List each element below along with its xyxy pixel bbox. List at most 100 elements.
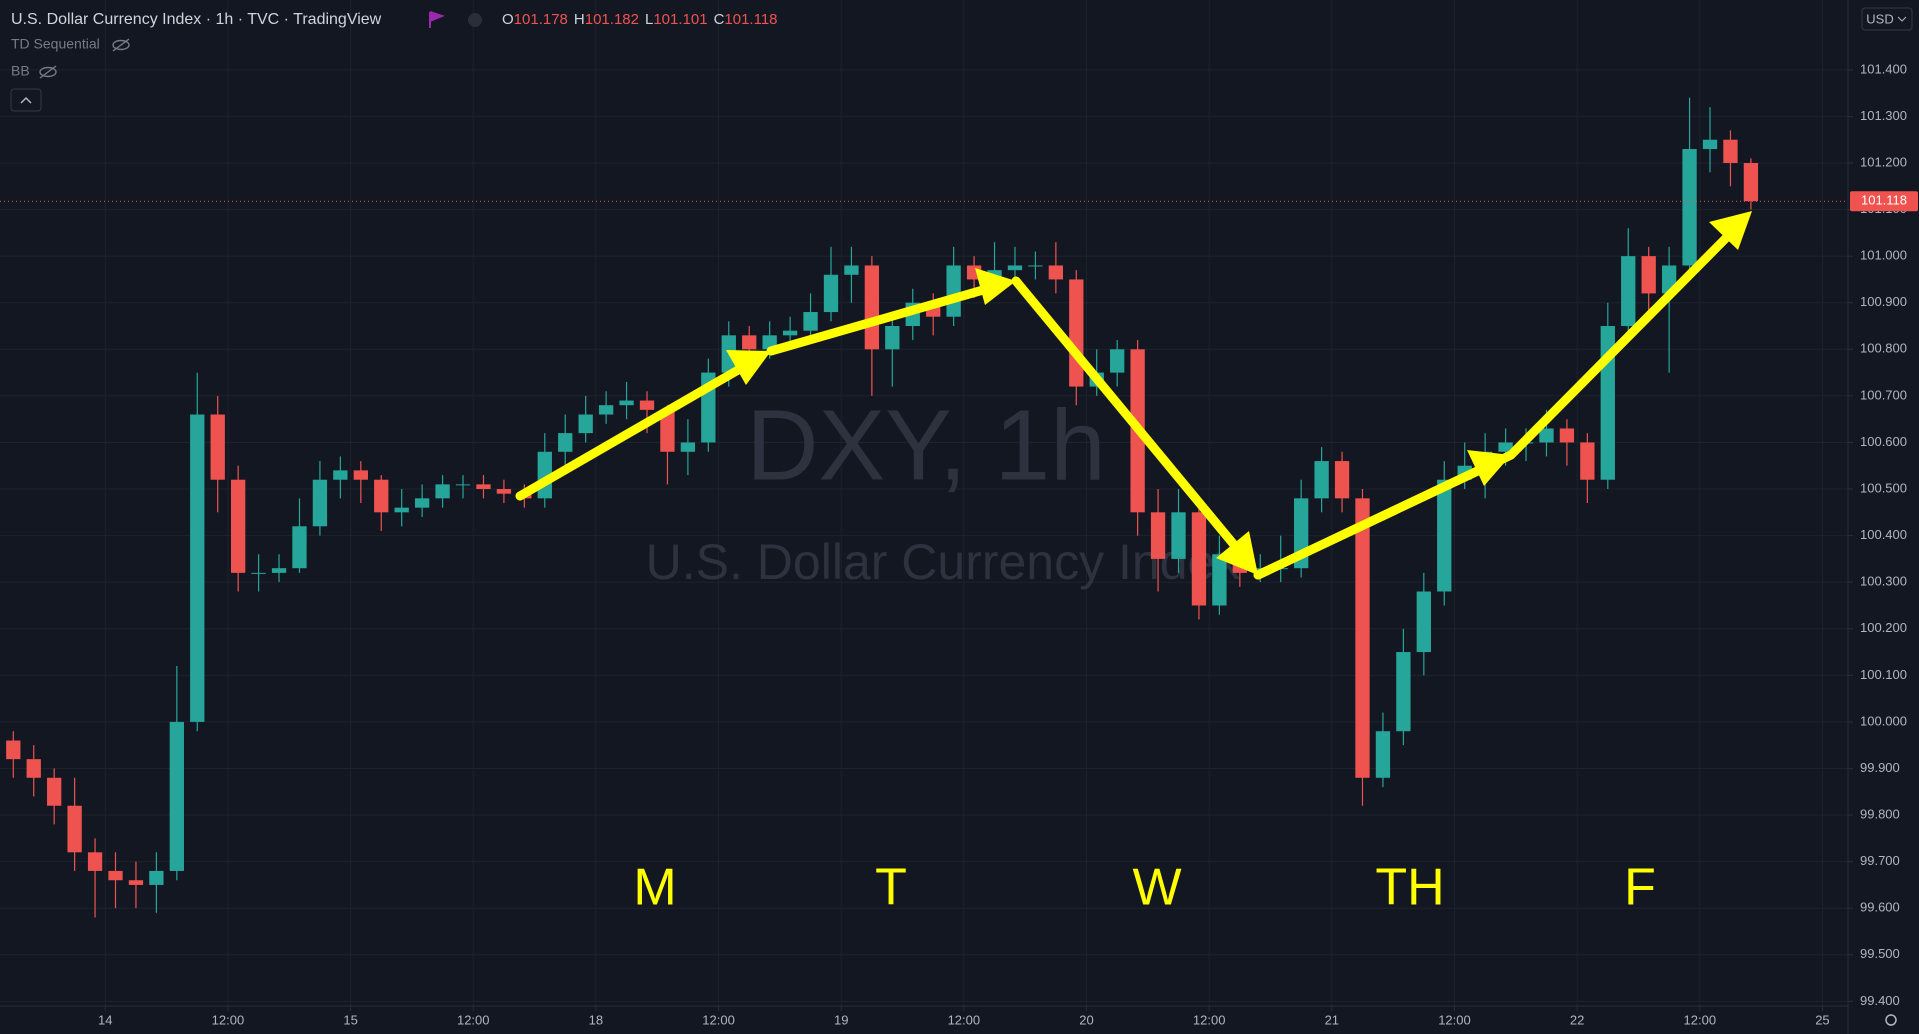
- ohlc-legend: O101.178 H101.182 L101.101 C101.118: [502, 11, 778, 28]
- axes: 99.400 99.500 99.600 99.700 99.800 99.900 100.…: [98, 61, 1918, 1027]
- collapse-button[interactable]: [10, 88, 42, 112]
- candle-body: [1110, 349, 1125, 373]
- candle-body: [1191, 512, 1207, 606]
- x-tick-label: 25: [1815, 1012, 1829, 1027]
- candle-body: [108, 870, 123, 881]
- y-tick-label: 99.600: [1860, 900, 1900, 915]
- candle-body: [6, 740, 21, 760]
- y-tick-label: 99.900: [1860, 760, 1900, 775]
- candle-body: [1682, 149, 1697, 266]
- candle-body: [231, 479, 246, 573]
- y-tick-label: 99.800: [1860, 806, 1900, 821]
- y-tick-label: 100.600: [1860, 434, 1907, 449]
- candle-body: [271, 568, 287, 573]
- y-tick-label: 100.100: [1860, 667, 1907, 682]
- candle-body: [742, 335, 757, 350]
- candle-body: [149, 870, 164, 885]
- candle-body: [292, 526, 307, 569]
- candle-body: [1539, 428, 1554, 443]
- day-label: F: [1624, 859, 1656, 917]
- day-label: TH: [1375, 859, 1444, 917]
- candle-body: [864, 265, 880, 350]
- y-tick-label: 100.300: [1860, 574, 1907, 589]
- last-price-badge: [1850, 191, 1918, 212]
- y-tick-label: 100.400: [1860, 527, 1907, 542]
- candle-body: [1334, 461, 1350, 499]
- x-tick-label: 12:00: [1684, 1012, 1717, 1027]
- candle-body: [435, 484, 450, 499]
- y-tick-label: 101.200: [1860, 154, 1907, 169]
- candle-body: [67, 805, 82, 853]
- y-tick-label: 100.200: [1860, 620, 1907, 635]
- candle-body: [128, 880, 144, 885]
- x-tick-label: 12:00: [702, 1012, 735, 1027]
- x-tick-label: 12:00: [457, 1012, 490, 1027]
- y-tick-label: 101.300: [1860, 108, 1907, 123]
- trend-arrows: [515, 211, 1752, 580]
- legend-value: 101.101: [653, 11, 707, 28]
- candle-body: [496, 489, 512, 494]
- candle-body: [1355, 498, 1370, 778]
- candle-body: [1498, 442, 1513, 452]
- currency-button[interactable]: [1861, 7, 1913, 31]
- candle-body: [47, 777, 62, 806]
- y-tick-label: 100.000: [1860, 713, 1907, 728]
- y-tick-label: 99.500: [1860, 946, 1900, 961]
- candle-body: [578, 414, 593, 434]
- candle-body: [619, 400, 634, 406]
- candle-body: [87, 852, 103, 871]
- settings-icon[interactable]: [1885, 1014, 1897, 1026]
- indicator: TD Sequential: [11, 36, 100, 52]
- x-tick-label: 12:00: [212, 1012, 245, 1027]
- x-tick-label: 15: [343, 1012, 357, 1027]
- arrow: [1253, 231, 1733, 580]
- day-label: W: [1132, 859, 1181, 917]
- candle-body: [1212, 554, 1227, 606]
- currency[interactable]: USD: [1866, 11, 1893, 26]
- hidden-icons: [39, 38, 130, 79]
- candle-body: [1641, 256, 1656, 294]
- collapse-chevron: [20, 96, 32, 104]
- y-tick-label: 100.900: [1860, 294, 1907, 309]
- grid: [0, 0, 1848, 1006]
- candle-body: [190, 414, 205, 722]
- candle-body: [312, 479, 328, 527]
- x-tick-label: 22: [1570, 1012, 1584, 1027]
- candle-body: [1171, 512, 1186, 559]
- x-tick-label: 19: [834, 1012, 848, 1027]
- candle-body: [1437, 479, 1452, 592]
- candle-body: [1723, 139, 1738, 164]
- flag-icon: [429, 11, 445, 28]
- candle-body: [1314, 461, 1329, 499]
- candle-body: [1580, 442, 1595, 480]
- arrowhead: [975, 268, 1016, 305]
- indicator: BB: [11, 63, 30, 79]
- y-tick-label: 99.400: [1860, 993, 1900, 1008]
- arrow: [1011, 276, 1245, 557]
- candle-body: [374, 479, 389, 513]
- candle-body: [1375, 731, 1391, 778]
- candle-body: [680, 442, 696, 452]
- status-icon: [468, 13, 482, 27]
- candle-body: [885, 326, 900, 350]
- legend-letter: O: [502, 11, 514, 28]
- watermark: DXY, 1h: [746, 389, 1106, 501]
- x-tick-label: 20: [1079, 1012, 1093, 1027]
- arrow: [515, 361, 750, 501]
- candle-body: [1621, 256, 1636, 327]
- candle-body: [26, 759, 41, 778]
- candle-body: [844, 265, 859, 275]
- legend-letter: L: [645, 11, 653, 28]
- candle-body: [946, 265, 961, 317]
- legend-letter: C: [714, 11, 725, 28]
- candle-body: [558, 433, 573, 452]
- candle-body: [1743, 163, 1759, 202]
- candle-body: [455, 484, 471, 486]
- day-label: T: [875, 859, 907, 917]
- arrowhead: [1216, 531, 1258, 575]
- candle-body: [414, 498, 430, 508]
- candle-body: [251, 572, 266, 574]
- candle-body: [1416, 591, 1431, 653]
